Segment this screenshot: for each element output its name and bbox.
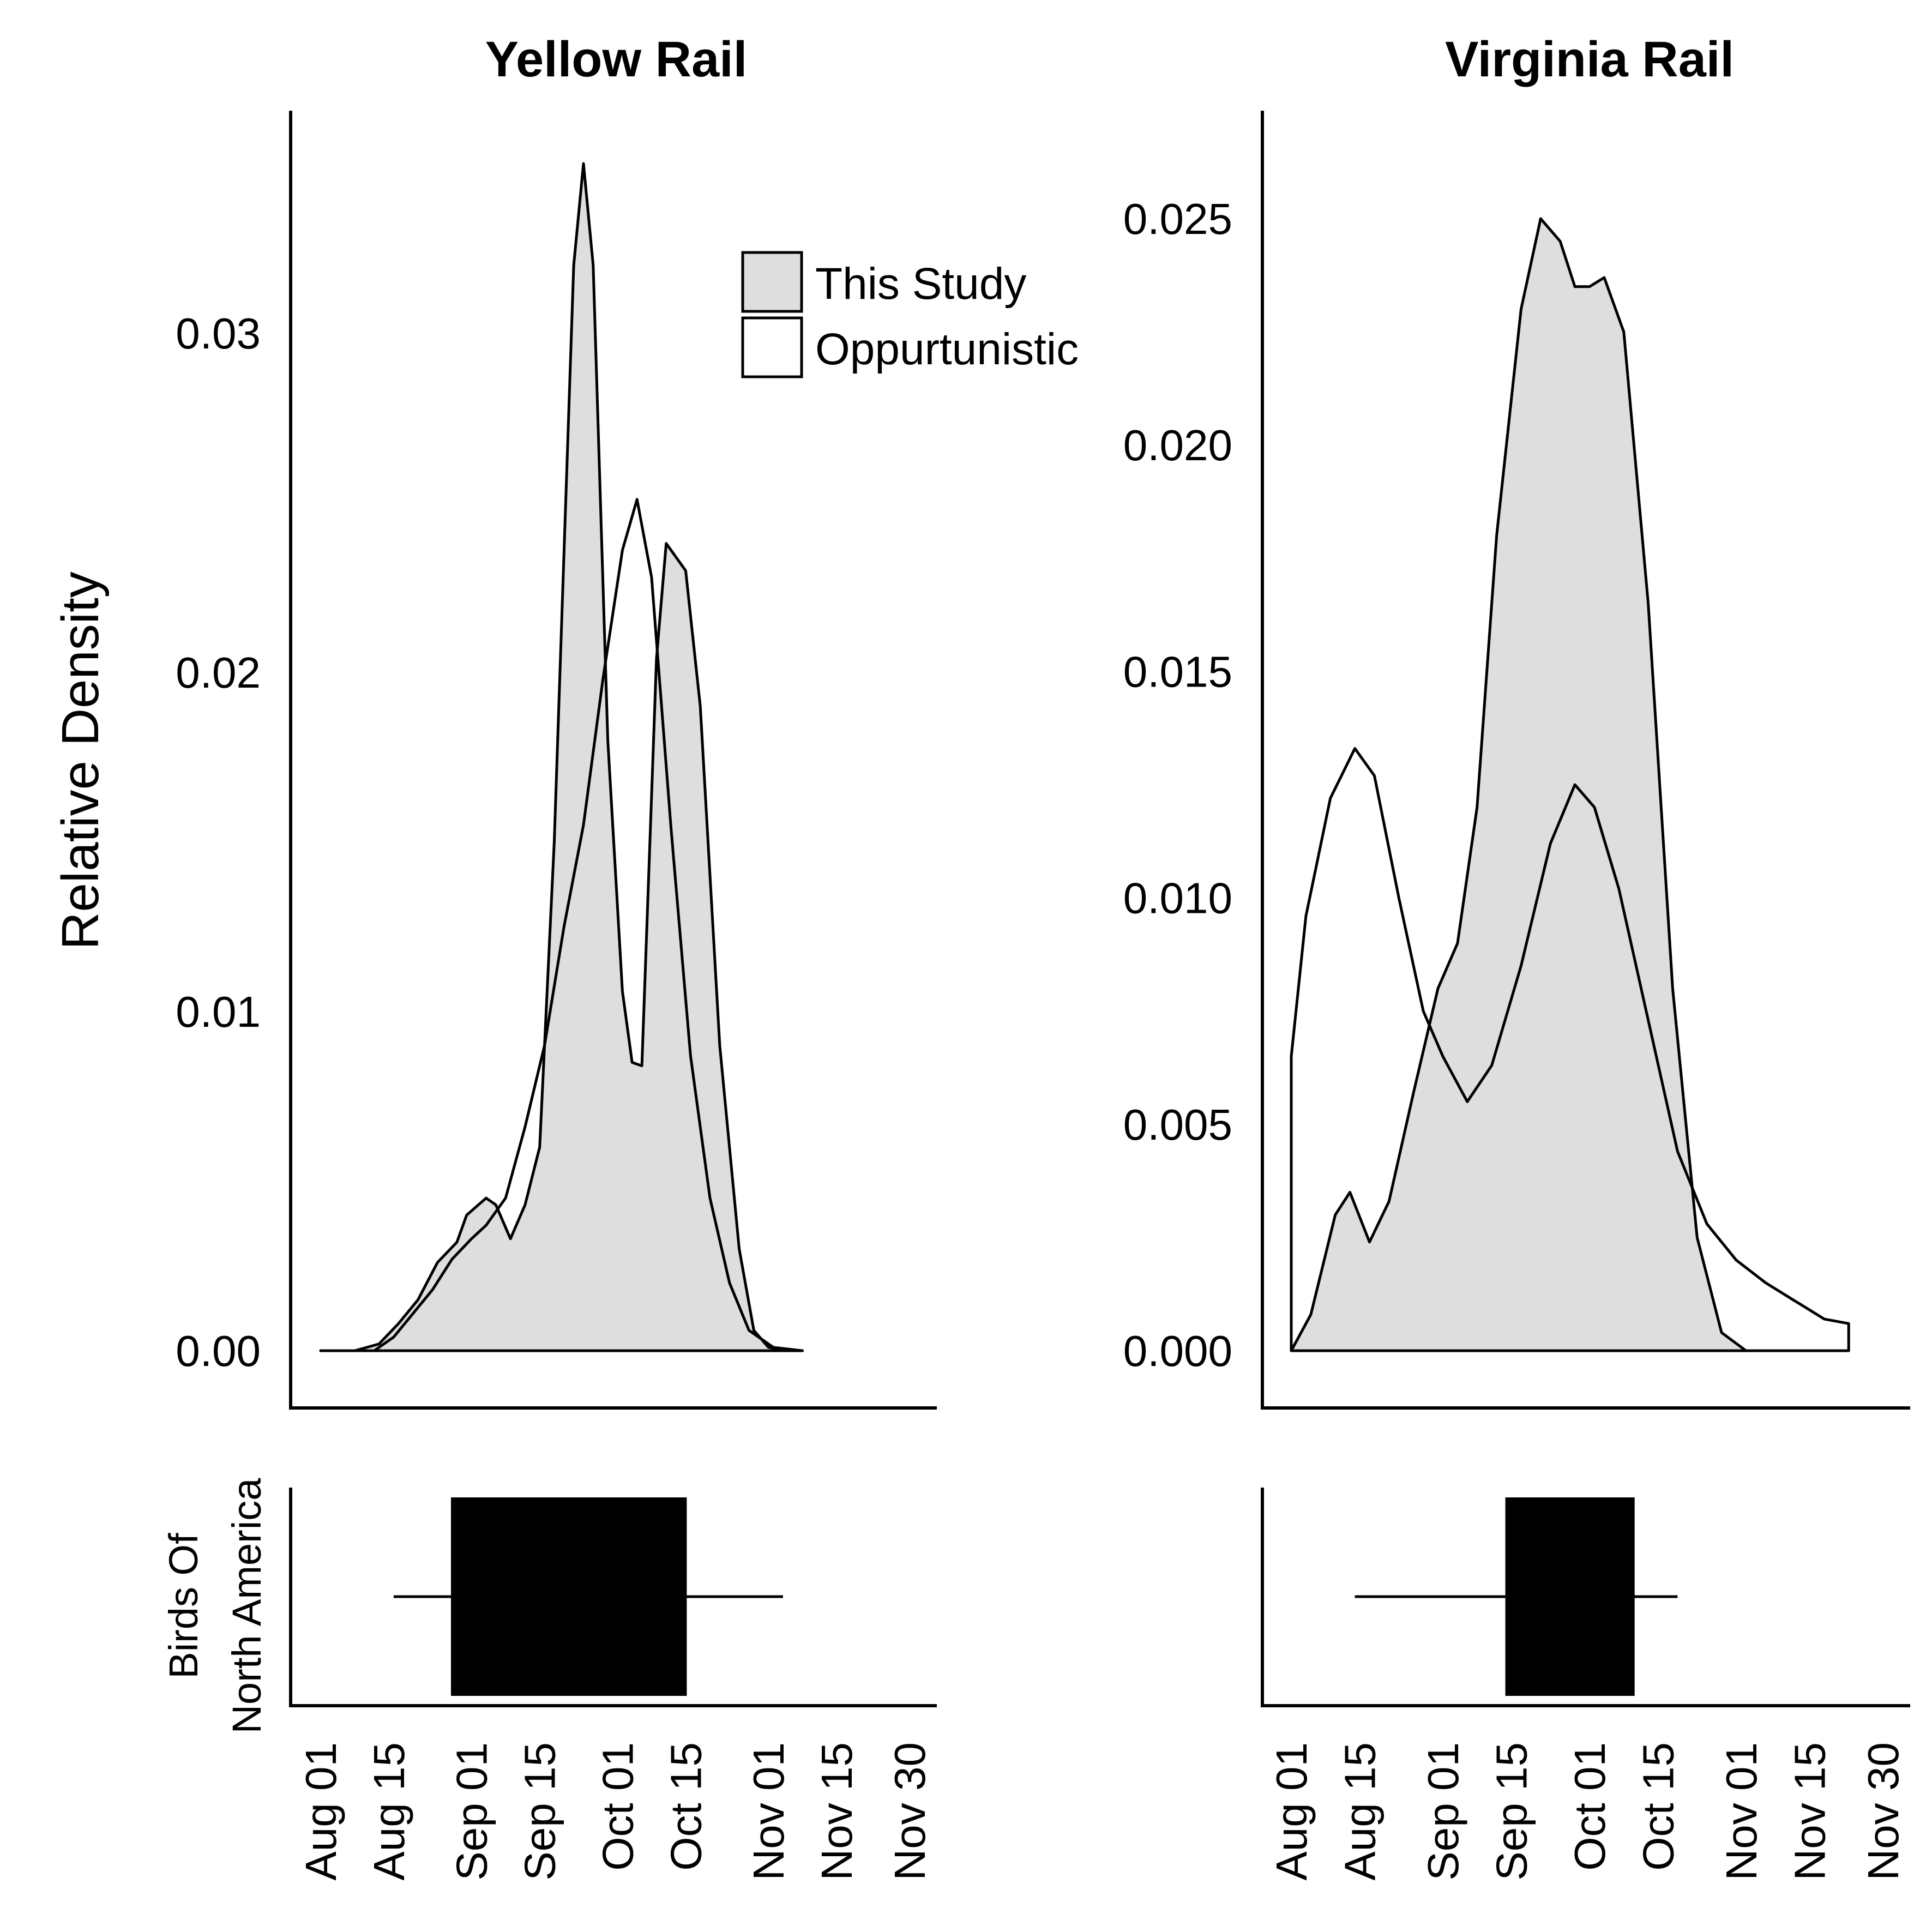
- virginia-rail-range-box: [1505, 1497, 1635, 1696]
- yellow-rail-x-tick-label: Aug 01: [297, 1742, 345, 1881]
- virginia-rail-x-tick-label: Nov 01: [1717, 1742, 1766, 1880]
- bna-y-axis-label-line1: Birds Of: [161, 1533, 206, 1679]
- legend-label-oppurtunistic: Oppurtunistic: [815, 324, 1079, 374]
- virginia-rail-x-tick-label: Oct 01: [1566, 1742, 1614, 1871]
- yellow-rail-range-panel: Aug 01 Aug 15 Sep 01 Sep 15 Oct 01 Oct 15 Nov …: [289, 1488, 937, 1881]
- virginia-rail-y-tick-label: 0.005: [1123, 1100, 1232, 1149]
- virginia-rail-y-tick-label: 0.015: [1123, 647, 1232, 696]
- virginia-rail-y-tick-label: 0.025: [1123, 195, 1232, 243]
- yellow-rail-title: Yellow Rail: [485, 32, 748, 87]
- virginia-rail-series-this-study: [1290, 217, 1748, 1352]
- virginia-rail-x-tick-label: Oct 15: [1634, 1742, 1683, 1871]
- density-y-axis-label: Relative Density: [51, 571, 110, 950]
- virginia-rail-x-tick-label: Sep 01: [1419, 1742, 1467, 1881]
- yellow-rail-y-tick-label: 0.00: [176, 1327, 261, 1375]
- virginia-rail-x-tick-label: Nov 30: [1859, 1742, 1907, 1880]
- yellow-rail-y-tick-label: 0.01: [176, 988, 261, 1036]
- virginia-rail-series-oppurtunistic: [1290, 747, 1850, 1352]
- yellow-rail-x-tick-label: Aug 15: [365, 1742, 413, 1881]
- virginia-rail-x-tick-label: Aug 01: [1267, 1742, 1316, 1881]
- virginia-rail-title: Virginia Rail: [1445, 32, 1734, 87]
- virginia-rail-y-tick-label: 0.010: [1123, 874, 1232, 923]
- yellow-rail-x-tick-label: Nov 30: [886, 1742, 934, 1880]
- virginia-rail-x-tick-label: Sep 15: [1488, 1742, 1536, 1881]
- yellow-rail-density-panel: 0.00 0.01 0.02 0.03: [176, 111, 937, 1410]
- yellow-rail-x-tick-label: Sep 01: [448, 1742, 496, 1881]
- virginia-rail-range-panel: Aug 01 Aug 15 Sep 01 Sep 15 Oct 01 Oct 15 Nov …: [1261, 1488, 1910, 1881]
- virginia-rail-y-tick-label: 0.020: [1123, 421, 1232, 470]
- yellow-rail-x-tick-label: Oct 01: [594, 1742, 642, 1871]
- virginia-rail-x-tick-label: Aug 15: [1336, 1742, 1385, 1881]
- yellow-rail-series-this-study: [319, 162, 790, 1352]
- legend-key-oppurtunistic: [741, 316, 803, 378]
- legend: This Study Oppurtunistic: [741, 251, 1079, 378]
- legend-label-this-study: This Study: [815, 259, 1026, 309]
- yellow-rail-series-oppurtunistic: [319, 498, 804, 1352]
- yellow-rail-x-tick-label: Sep 15: [516, 1742, 564, 1881]
- yellow-rail-range-box: [450, 1497, 687, 1696]
- virginia-rail-x-tick-label: Nov 15: [1786, 1742, 1834, 1880]
- virginia-rail-density-panel: 0.000 0.005 0.010 0.015 0.020 0.025: [1123, 111, 1910, 1410]
- yellow-rail-y-tick-label: 0.02: [176, 648, 261, 697]
- virginia-rail-y-tick-label: 0.000: [1123, 1327, 1232, 1375]
- bna-y-axis-label-line2: North America: [224, 1478, 269, 1734]
- yellow-rail-x-tick-label: Oct 15: [661, 1742, 710, 1871]
- legend-key-this-study: [741, 251, 803, 313]
- yellow-rail-x-tick-label: Nov 15: [812, 1742, 861, 1880]
- yellow-rail-y-tick-label: 0.03: [176, 309, 261, 358]
- yellow-rail-x-tick-label: Nov 01: [744, 1742, 793, 1880]
